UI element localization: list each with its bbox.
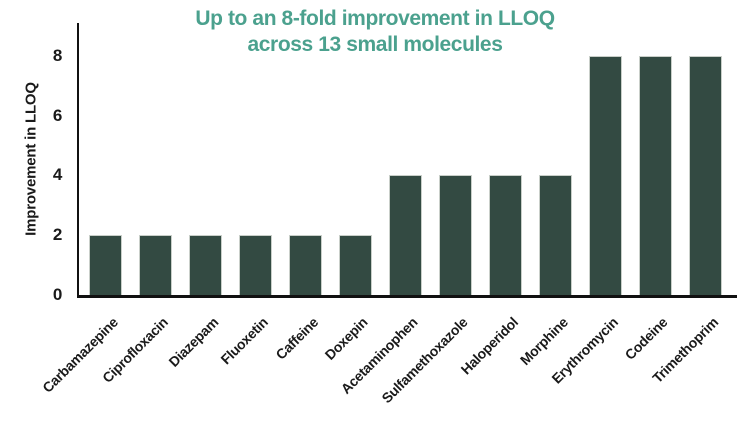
bar-ciprofloxacin bbox=[139, 235, 172, 295]
y-tick-label-0: 0 bbox=[52, 285, 62, 304]
bar-trimethoprim bbox=[689, 55, 722, 295]
bar-caffeine bbox=[289, 235, 322, 295]
y-tick-label-8: 8 bbox=[52, 45, 62, 65]
bar-haloperidol bbox=[489, 175, 522, 295]
x-tick-label: Sulfamethoxazole bbox=[378, 314, 471, 407]
bar-doxepin bbox=[339, 235, 372, 295]
bar-carbamazepine bbox=[89, 235, 122, 295]
bar-morphine bbox=[539, 175, 572, 295]
bar-erythromycin bbox=[589, 55, 622, 295]
chart-title: Up to an 8-fold improvement in LLOQ acro… bbox=[0, 6, 750, 58]
x-tick-label: Fluoxetin bbox=[217, 314, 271, 368]
plot-area bbox=[77, 23, 737, 298]
y-tick-label-2: 2 bbox=[52, 225, 62, 245]
x-tick-label: Codeine bbox=[621, 314, 671, 363]
bar-acetaminophen bbox=[389, 175, 422, 295]
x-tick-label: Diazepam bbox=[164, 314, 221, 370]
bar-sulfamethoxazole bbox=[439, 175, 472, 295]
x-tick-label: Doxepin bbox=[321, 314, 371, 363]
x-tick-label: Caffeine bbox=[272, 314, 321, 363]
chart-title-line2: across 13 small molecules bbox=[247, 33, 503, 56]
bar-fluoxetin bbox=[239, 235, 272, 295]
y-tick-label-6: 6 bbox=[52, 105, 62, 125]
bar-diazepam bbox=[189, 235, 222, 295]
chart-title-line1: Up to an 8-fold improvement in LLOQ bbox=[195, 7, 555, 30]
y-tick-label-4: 4 bbox=[52, 165, 62, 185]
bar-codeine bbox=[639, 55, 672, 295]
